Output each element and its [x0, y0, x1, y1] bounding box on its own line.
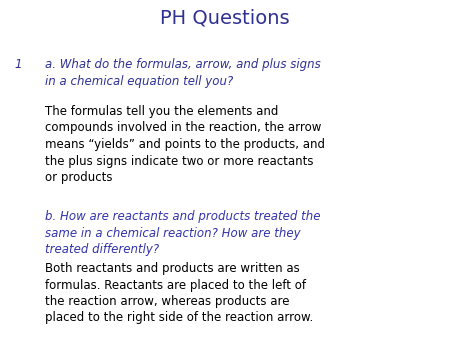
Text: PH Questions: PH Questions: [160, 8, 290, 27]
Text: The formulas tell you the elements and
compounds involved in the reaction, the a: The formulas tell you the elements and c…: [45, 105, 325, 184]
Text: a. What do the formulas, arrow, and plus signs
in a chemical equation tell you?: a. What do the formulas, arrow, and plus…: [45, 58, 321, 88]
Text: 1: 1: [14, 58, 22, 71]
Text: b. How are reactants and products treated the
same in a chemical reaction? How a: b. How are reactants and products treate…: [45, 210, 320, 256]
Text: Both reactants and products are written as
formulas. Reactants are placed to the: Both reactants and products are written …: [45, 262, 313, 324]
